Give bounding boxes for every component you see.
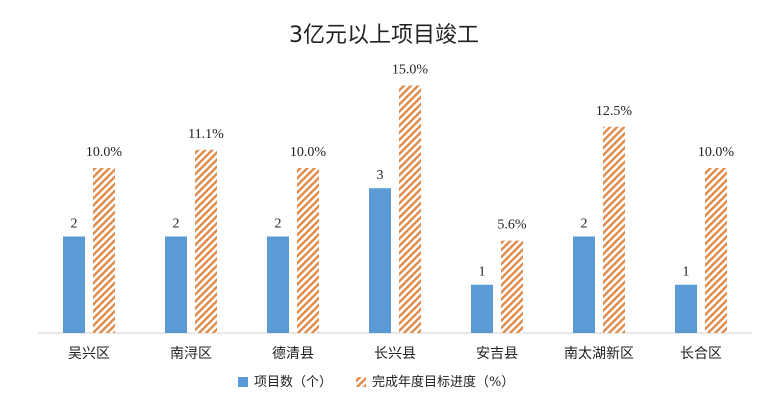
category-label-5: 南太湖新区 [564, 346, 634, 362]
bar-progress-4 [501, 240, 523, 333]
value-label-progress-2: 10.0% [290, 145, 327, 160]
legend-label-progress: 完成年度目标进度（%） [372, 374, 514, 390]
value-label-count-5: 2 [581, 216, 588, 231]
value-label-count-1: 2 [173, 216, 180, 231]
bar-count-2 [267, 236, 289, 333]
value-label-count-6: 1 [683, 265, 690, 280]
bar-progress-6 [705, 168, 727, 333]
bar-count-4 [471, 284, 493, 333]
bar-progress-3 [399, 85, 421, 333]
category-label-1: 南浔区 [170, 346, 212, 362]
value-label-progress-1: 11.1% [188, 127, 224, 142]
bar-count-3 [369, 188, 391, 333]
legend-swatch-count [238, 377, 248, 387]
value-label-progress-3: 15.0% [392, 63, 429, 78]
value-label-count-0: 2 [71, 216, 78, 231]
legend-swatch-progress [356, 377, 366, 387]
category-label-4: 安吉县 [476, 346, 518, 362]
value-label-progress-5: 12.5% [596, 104, 633, 119]
category-label-2: 德清县 [272, 346, 314, 362]
bar-count-5 [573, 236, 595, 333]
bar-count-6 [675, 284, 697, 333]
legend-label-count: 项目数（个） [254, 375, 332, 390]
value-label-progress-0: 10.0% [86, 145, 123, 160]
value-label-progress-4: 5.6% [497, 218, 527, 233]
bars-group: 2 10.0% 吴兴区 2 11.1% 南浔区 2 10.0% 德清县 3 15.0% 长兴县 1 5.6… [63, 63, 735, 362]
bar-progress-0 [93, 168, 115, 333]
chart-title: 3亿元以上项目竣工 [289, 23, 479, 48]
value-label-count-4: 1 [479, 265, 486, 280]
category-label-0: 吴兴区 [68, 346, 110, 362]
bar-progress-1 [195, 149, 217, 333]
bar-count-1 [165, 236, 187, 333]
value-label-count-3: 3 [377, 168, 384, 183]
bar-progress-5 [603, 126, 625, 333]
category-label-3: 长兴县 [374, 346, 416, 362]
value-label-progress-6: 10.0% [698, 145, 735, 160]
bar-count-0 [63, 236, 85, 333]
legend: 项目数（个） 完成年度目标进度（%） [238, 374, 514, 390]
category-label-6: 长合区 [680, 346, 722, 362]
value-label-count-2: 2 [275, 216, 282, 231]
bar-progress-2 [297, 168, 319, 333]
